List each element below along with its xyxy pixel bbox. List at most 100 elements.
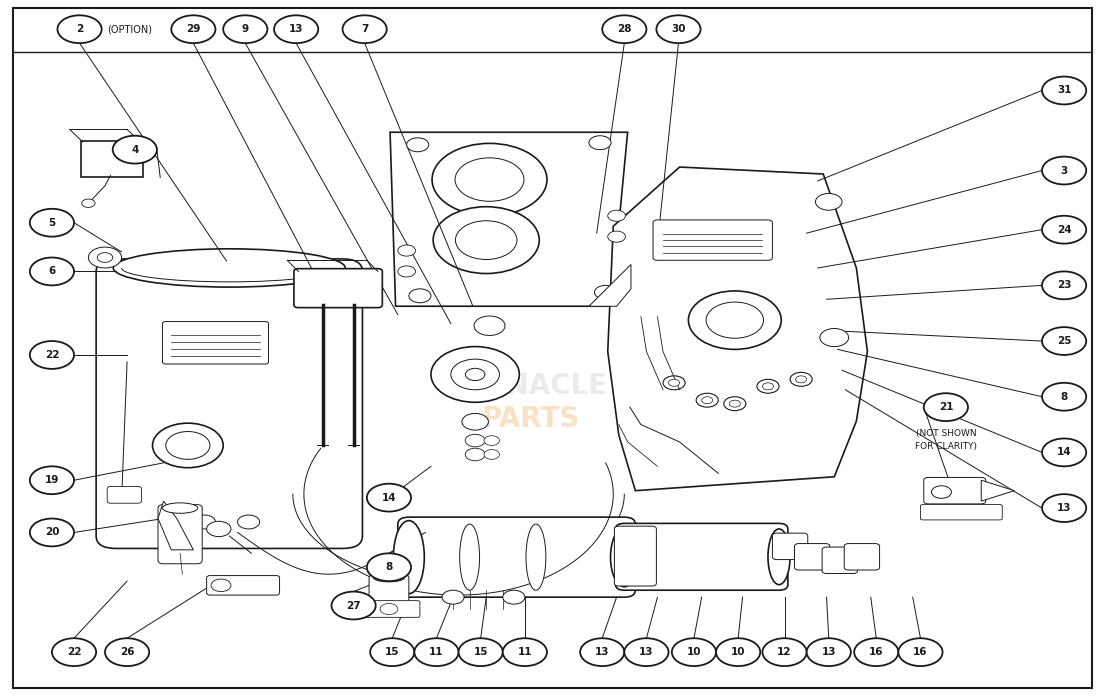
Circle shape (608, 210, 625, 221)
Circle shape (1042, 383, 1086, 411)
Text: 22: 22 (44, 350, 60, 360)
Circle shape (757, 379, 779, 393)
Circle shape (762, 383, 773, 390)
Circle shape (724, 397, 746, 411)
Circle shape (370, 638, 414, 666)
FancyBboxPatch shape (107, 487, 141, 503)
Circle shape (503, 638, 547, 666)
Text: (OPTION): (OPTION) (107, 24, 152, 34)
Circle shape (580, 638, 624, 666)
Text: 10: 10 (730, 647, 746, 657)
Circle shape (455, 221, 517, 260)
Text: 21: 21 (938, 402, 954, 412)
Ellipse shape (373, 574, 404, 582)
FancyBboxPatch shape (362, 601, 420, 617)
Circle shape (30, 519, 74, 546)
Text: PINNACLE: PINNACLE (453, 372, 608, 400)
Circle shape (465, 448, 485, 461)
Ellipse shape (460, 524, 480, 590)
Circle shape (656, 15, 701, 43)
FancyBboxPatch shape (615, 523, 788, 590)
Text: 22: 22 (66, 647, 82, 657)
Text: 15: 15 (473, 647, 488, 657)
Circle shape (207, 521, 231, 537)
Text: 16: 16 (869, 647, 884, 657)
Text: 5: 5 (49, 218, 55, 228)
Text: 7: 7 (361, 24, 368, 34)
Circle shape (432, 143, 547, 216)
Circle shape (223, 15, 267, 43)
Text: 12: 12 (777, 647, 792, 657)
Circle shape (1042, 77, 1086, 104)
FancyBboxPatch shape (920, 505, 1002, 520)
Circle shape (367, 553, 411, 581)
FancyBboxPatch shape (653, 220, 772, 260)
Text: 10: 10 (686, 647, 702, 657)
Circle shape (465, 368, 485, 381)
Text: 25: 25 (1056, 336, 1072, 346)
Circle shape (414, 638, 459, 666)
Circle shape (1042, 216, 1086, 244)
FancyBboxPatch shape (614, 526, 656, 586)
Circle shape (343, 15, 387, 43)
Polygon shape (981, 480, 1014, 501)
Ellipse shape (610, 528, 639, 587)
Circle shape (672, 638, 716, 666)
Text: 24: 24 (1056, 225, 1072, 235)
FancyBboxPatch shape (96, 259, 362, 548)
FancyBboxPatch shape (822, 547, 857, 574)
Circle shape (442, 590, 464, 604)
Text: 6: 6 (49, 267, 55, 276)
Text: 13: 13 (821, 647, 836, 657)
Circle shape (503, 590, 525, 604)
Circle shape (171, 15, 215, 43)
Circle shape (589, 136, 611, 150)
FancyBboxPatch shape (369, 575, 409, 607)
Circle shape (113, 136, 157, 164)
Circle shape (152, 423, 223, 468)
Text: 11: 11 (429, 647, 444, 657)
Text: PARTS: PARTS (482, 405, 579, 433)
Circle shape (602, 15, 646, 43)
Text: 19: 19 (44, 475, 60, 485)
Circle shape (455, 158, 524, 201)
Circle shape (608, 231, 625, 242)
Circle shape (807, 638, 851, 666)
Circle shape (433, 207, 539, 274)
Circle shape (431, 347, 519, 402)
Text: 9: 9 (242, 24, 249, 34)
Text: 31: 31 (1056, 86, 1072, 95)
Circle shape (465, 434, 485, 447)
Circle shape (409, 289, 431, 303)
Circle shape (702, 397, 713, 404)
Text: 8: 8 (1061, 392, 1067, 402)
Circle shape (729, 400, 740, 407)
FancyBboxPatch shape (794, 544, 830, 570)
Circle shape (398, 245, 415, 256)
FancyBboxPatch shape (207, 576, 280, 595)
Text: 14: 14 (1056, 448, 1072, 457)
Ellipse shape (526, 524, 546, 590)
Circle shape (57, 15, 102, 43)
Text: 13: 13 (1056, 503, 1072, 513)
Circle shape (854, 638, 898, 666)
Polygon shape (390, 132, 628, 306)
Circle shape (166, 432, 210, 459)
Polygon shape (158, 501, 193, 550)
Text: 20: 20 (44, 528, 60, 537)
FancyBboxPatch shape (158, 505, 202, 564)
Circle shape (624, 638, 669, 666)
Circle shape (30, 209, 74, 237)
Circle shape (88, 247, 122, 268)
Circle shape (696, 393, 718, 407)
Circle shape (1042, 494, 1086, 522)
Circle shape (238, 515, 260, 529)
FancyBboxPatch shape (162, 322, 269, 364)
Circle shape (30, 341, 74, 369)
Circle shape (820, 329, 849, 347)
Circle shape (898, 638, 943, 666)
Circle shape (706, 302, 764, 338)
Circle shape (380, 603, 398, 615)
FancyBboxPatch shape (81, 141, 143, 177)
Circle shape (1042, 271, 1086, 299)
